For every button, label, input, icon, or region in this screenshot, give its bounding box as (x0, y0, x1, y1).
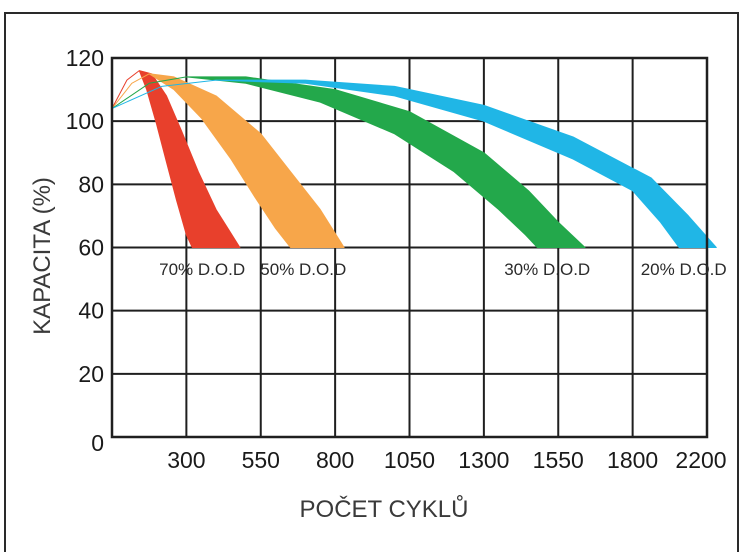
plot-area-border (110, 56, 709, 439)
x-tick-label: 1800 (607, 447, 658, 473)
series-label-4: 20% D.O.D (641, 260, 727, 279)
series-label-1: 70% D.O.D (159, 260, 245, 279)
x-tick-label: 800 (316, 447, 354, 473)
y-tick-labels: 0 20 40 60 80 100 120 (66, 45, 104, 456)
y-tick-label: 40 (78, 298, 104, 324)
x-tick-label: 1050 (384, 447, 435, 473)
plot-border (110, 56, 709, 439)
series-area-2 (111, 73, 345, 248)
series-area-4 (111, 79, 717, 248)
series-labels: 70% D.O.D 50% D.O.D 30% D.O.D 20% D.O.D (159, 260, 727, 279)
series-area-3 (111, 76, 586, 248)
x-tick-label: 1300 (458, 447, 509, 473)
y-tick-label: 100 (66, 108, 104, 134)
y-tick-label: 20 (78, 361, 104, 387)
x-tick-label: 300 (167, 447, 205, 473)
y-tick-label: 60 (78, 235, 104, 261)
x-tick-label: 2200 (675, 447, 726, 473)
series-label-2: 50% D.O.D (260, 260, 346, 279)
series-label-3: 30% D.O.D (504, 260, 590, 279)
y-tick-label: 80 (78, 171, 104, 197)
y-tick-label: 120 (66, 45, 104, 71)
series-areas (111, 70, 717, 248)
x-tick-labels: 300 550 800 1050 1300 1550 1800 2200 (167, 447, 726, 473)
x-tick-label: 1550 (533, 447, 584, 473)
x-tick-label: 550 (242, 447, 280, 473)
y-axis-title: KAPACITA (%) (29, 177, 56, 335)
series-area-1 (111, 70, 241, 248)
chart-frame (4, 12, 739, 552)
y-tick-label: 0 (91, 430, 104, 456)
x-axis-title: POČET CYKLŮ (300, 494, 469, 523)
